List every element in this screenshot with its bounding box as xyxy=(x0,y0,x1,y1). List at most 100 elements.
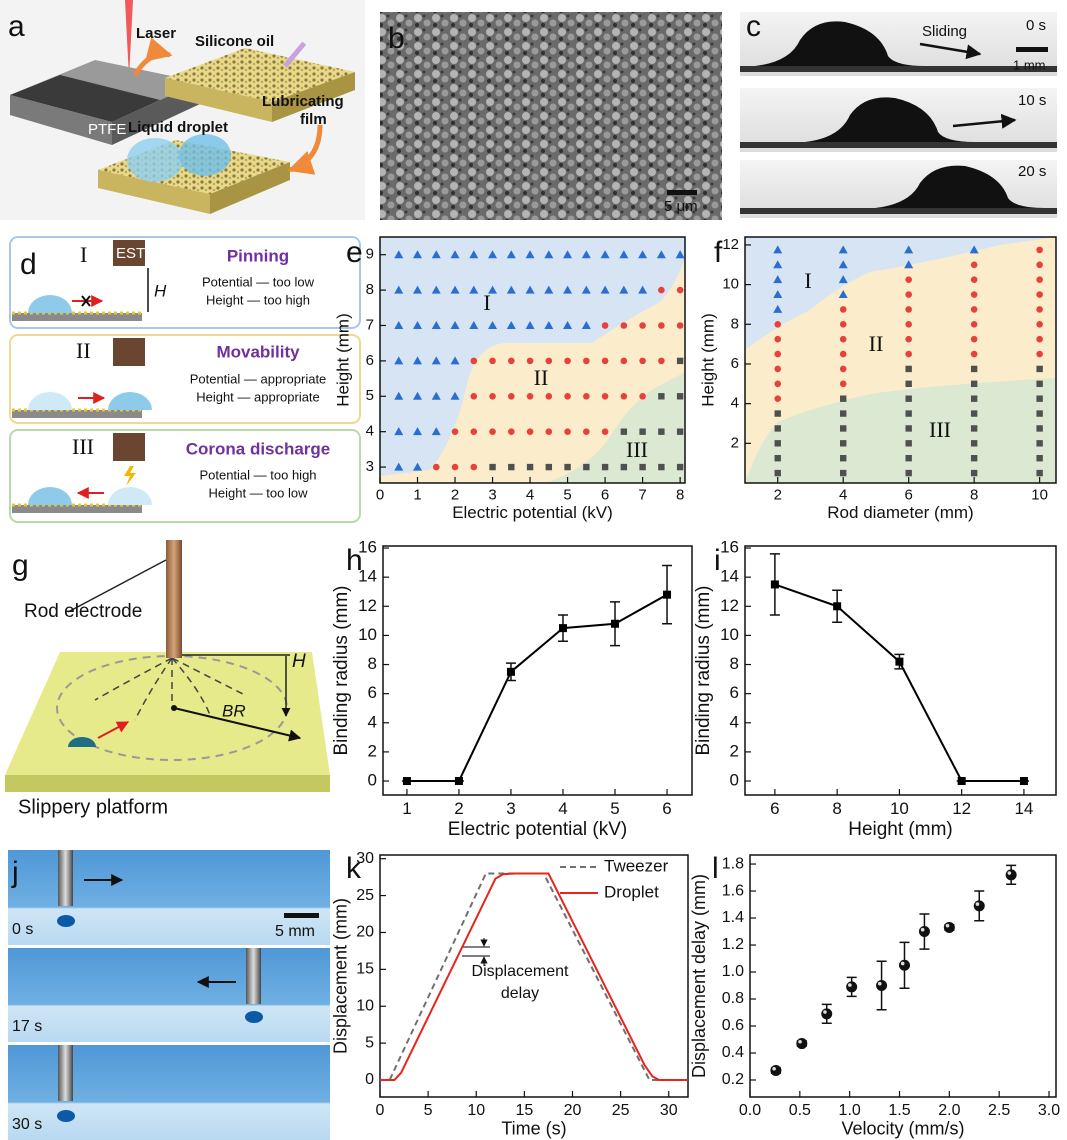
text: H xyxy=(154,281,167,300)
point xyxy=(1036,306,1043,313)
scale-bar xyxy=(284,913,319,918)
y-axis-label: Displacement (mm) xyxy=(330,898,350,1054)
annotation: I xyxy=(804,268,811,293)
point xyxy=(905,366,911,372)
point xyxy=(658,358,665,365)
y-tick-label: 10 xyxy=(356,997,374,1014)
x-tick-label: 6 xyxy=(601,487,609,504)
y-tick-label: 1.6 xyxy=(722,882,744,899)
highlight xyxy=(1008,871,1012,875)
point xyxy=(564,428,571,435)
point xyxy=(774,366,781,373)
shape xyxy=(5,775,330,792)
point xyxy=(621,358,628,365)
text: Liquid droplet xyxy=(128,119,228,136)
y-tick-label: 1.8 xyxy=(722,855,744,872)
shape xyxy=(740,66,1057,72)
point xyxy=(895,658,903,666)
y-tick-label: 4 xyxy=(368,712,377,731)
point xyxy=(470,464,477,471)
highlight xyxy=(901,962,905,966)
point xyxy=(774,351,781,358)
point xyxy=(971,336,978,343)
text: Sliding xyxy=(922,23,967,40)
highlight xyxy=(848,983,852,987)
point xyxy=(489,464,495,470)
point xyxy=(971,455,977,461)
scale-bar xyxy=(1016,47,1048,52)
text: Potential — appropriate xyxy=(190,371,327,386)
line xyxy=(775,584,1024,781)
platform xyxy=(5,652,330,775)
y-tick-label: 5 xyxy=(366,387,374,404)
point xyxy=(658,393,664,399)
y-tick-label: 0 xyxy=(730,771,739,790)
text: 10 s xyxy=(1018,92,1046,109)
y-tick-label: 20 xyxy=(356,924,374,941)
plot-frame xyxy=(750,855,1056,1097)
x-tick-label: 7 xyxy=(638,487,646,504)
highlight xyxy=(878,982,882,986)
y-tick-label: 0.4 xyxy=(722,1044,744,1061)
x-axis-label: Time (s) xyxy=(501,1119,566,1139)
point xyxy=(958,777,966,785)
point xyxy=(470,358,477,365)
text: Rod electrode xyxy=(24,601,142,622)
point xyxy=(974,900,985,911)
y-tick-label: 15 xyxy=(356,961,374,978)
point xyxy=(677,322,684,329)
highlight xyxy=(823,1010,827,1014)
shape xyxy=(57,1110,75,1122)
annotation: I xyxy=(483,290,490,315)
text: Potential — too low xyxy=(202,274,315,289)
x-tick-label: 2 xyxy=(451,487,459,504)
point xyxy=(452,464,459,471)
point xyxy=(621,428,627,434)
point xyxy=(771,580,779,588)
point xyxy=(546,393,553,400)
x-tick-label: 1 xyxy=(402,799,411,818)
text: PTFE xyxy=(88,121,126,138)
x-tick-label: 8 xyxy=(832,799,841,818)
point xyxy=(508,358,515,365)
text: Movability xyxy=(216,342,300,361)
x-tick-label: 0.5 xyxy=(789,1102,811,1119)
point xyxy=(508,428,515,435)
point xyxy=(559,624,567,632)
y-tick-label: 14 xyxy=(358,567,377,586)
point xyxy=(971,366,977,372)
x-tick-label: 10 xyxy=(890,799,909,818)
delay-marker xyxy=(462,938,490,966)
point xyxy=(905,381,911,387)
point xyxy=(1036,247,1043,254)
point xyxy=(677,287,684,294)
y-tick-label: 5 xyxy=(365,1034,374,1051)
text: Potential — too high xyxy=(199,467,316,482)
text: EST xyxy=(116,245,145,262)
text: Height — too high xyxy=(206,292,310,307)
figure: Laser PTFE Silicone oil Lubricating film… xyxy=(0,0,1067,1140)
y-tick-label: 6 xyxy=(730,683,739,702)
point xyxy=(602,393,609,400)
point xyxy=(583,464,589,470)
point xyxy=(796,1038,807,1049)
panel-label: a xyxy=(8,10,25,43)
point xyxy=(583,393,590,400)
point xyxy=(639,393,646,400)
y-tick-label: 25 xyxy=(356,887,374,904)
shape xyxy=(245,1011,263,1023)
x-tick-label: 20 xyxy=(564,1102,582,1119)
text: Pinning xyxy=(227,246,289,265)
y-tick-label: 6 xyxy=(366,352,374,369)
point xyxy=(840,425,846,431)
point xyxy=(840,410,846,416)
point xyxy=(774,336,781,343)
x-tick-label: 15 xyxy=(515,1102,533,1119)
point xyxy=(821,1008,832,1019)
shape xyxy=(113,433,145,461)
point xyxy=(489,393,496,400)
y-tick-label: 12 xyxy=(720,596,739,615)
regions xyxy=(380,237,1056,483)
point xyxy=(658,428,664,434)
x-tick-label: 10 xyxy=(1031,487,1048,504)
